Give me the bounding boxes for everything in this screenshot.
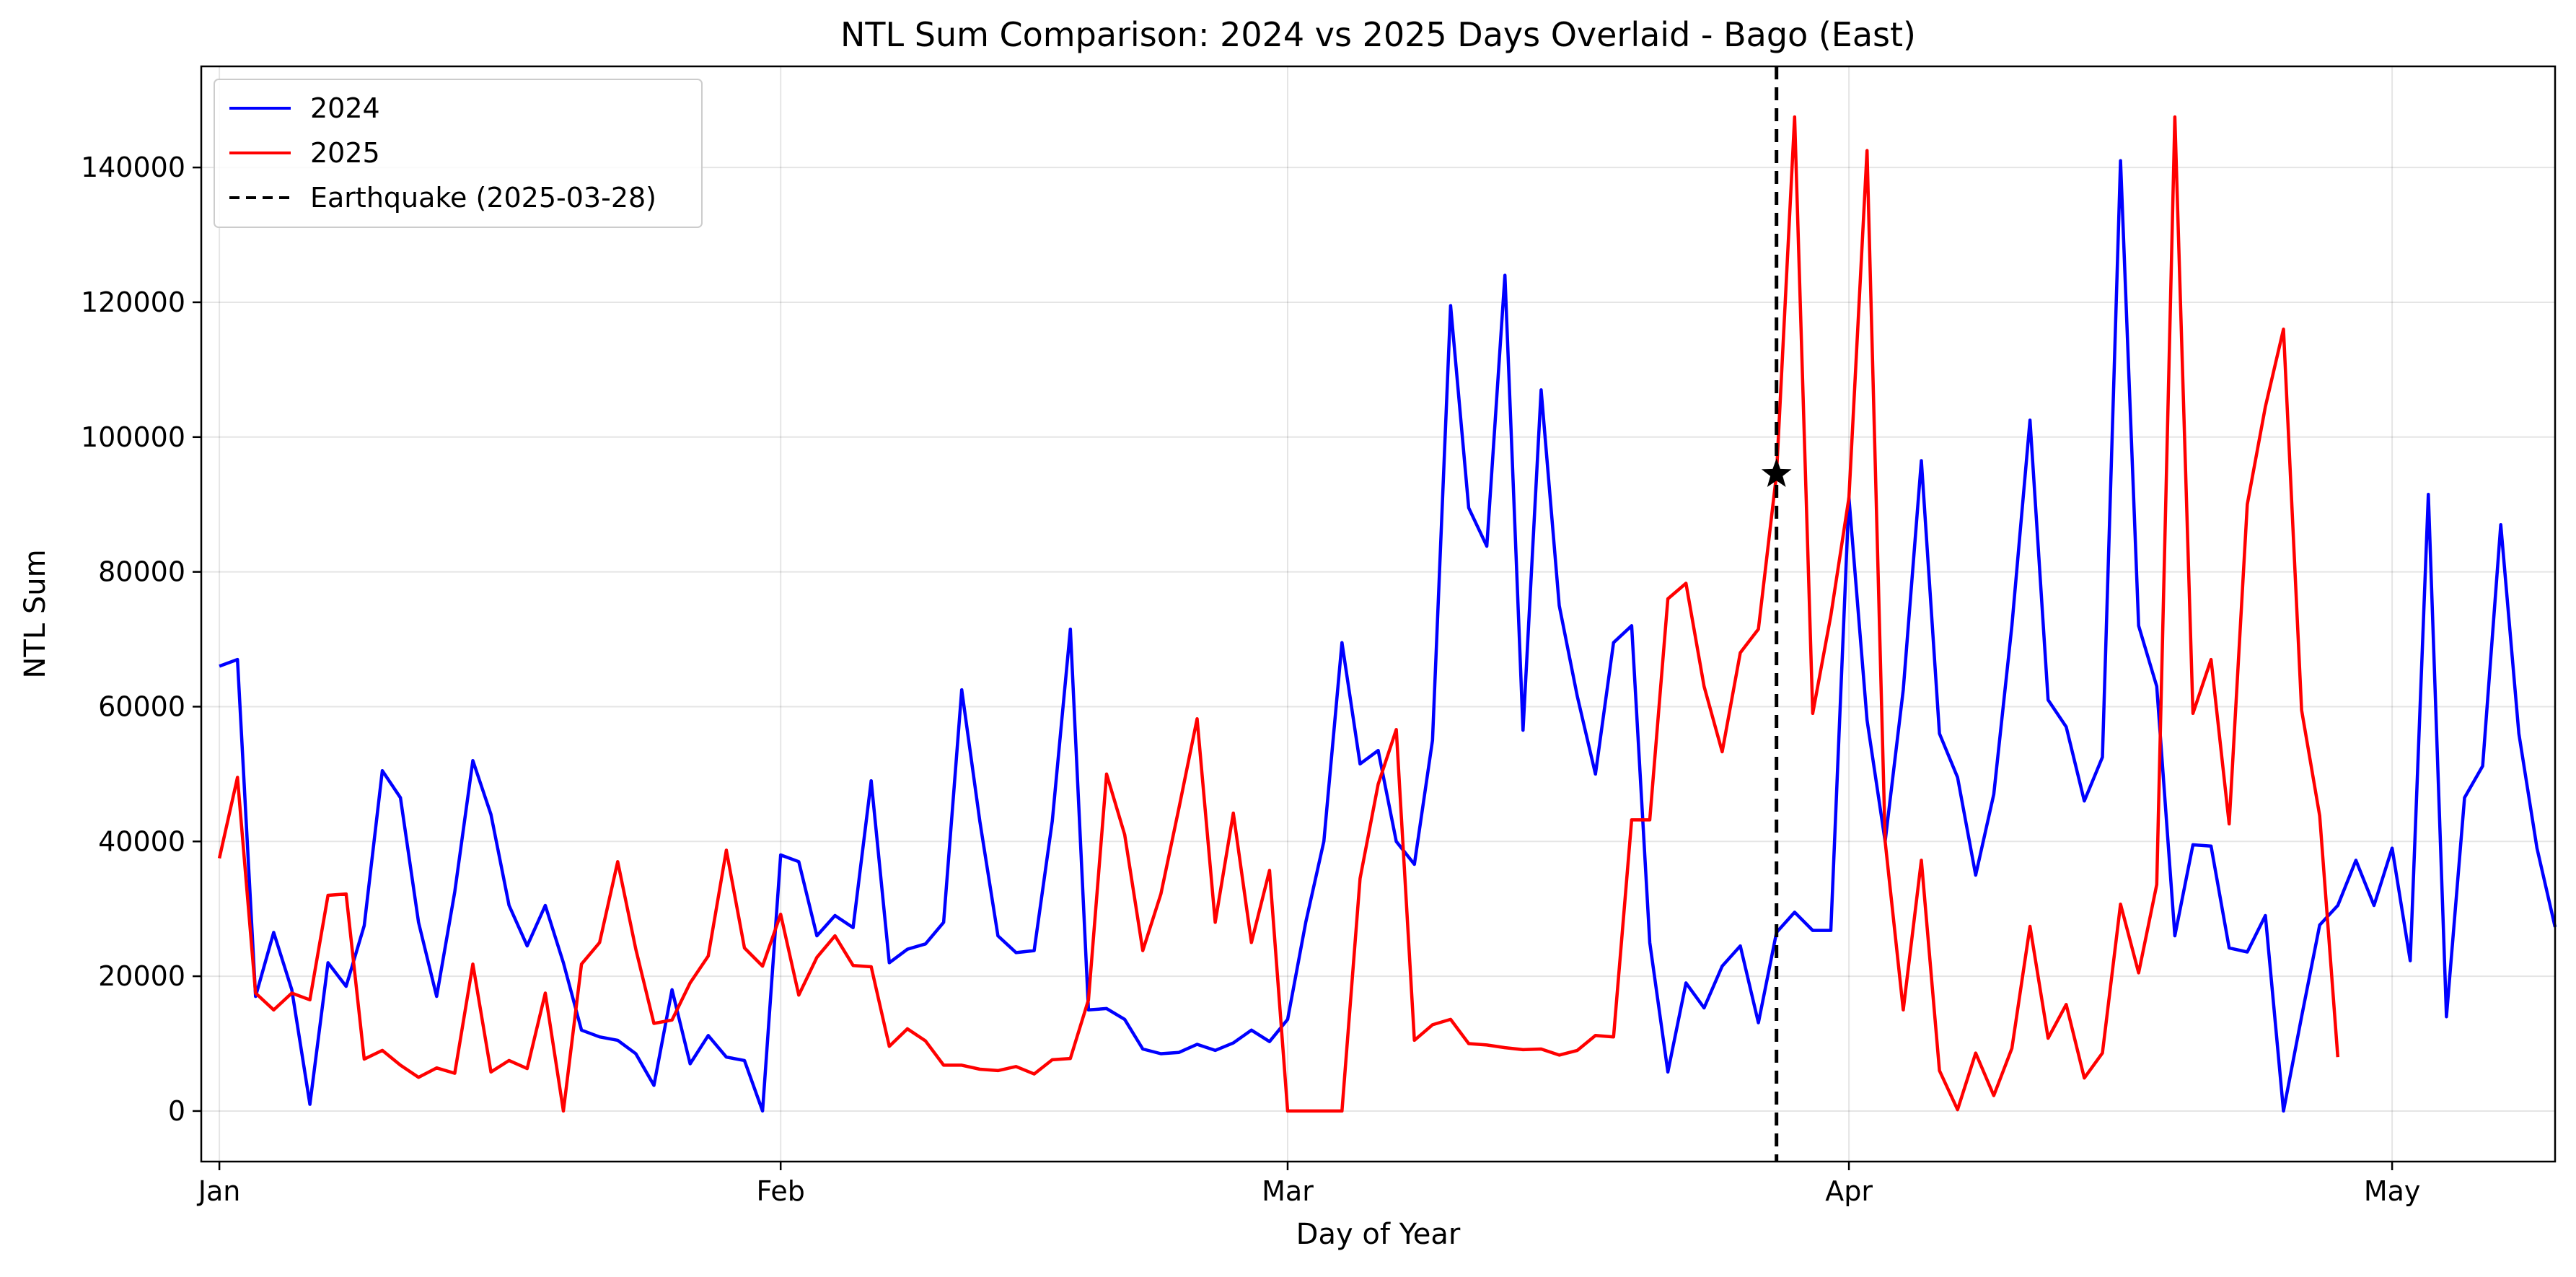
legend-label-earthquake: Earthquake (2025-03-28) [310, 182, 656, 214]
x-tick-label: Jan [197, 1175, 241, 1207]
y-tick-label: 80000 [98, 556, 185, 588]
legend-box [214, 79, 703, 228]
legend: 2024 2025 Earthquake (2025-03-28) [214, 79, 703, 228]
legend-label-2025: 2025 [310, 137, 380, 169]
x-axis-label: Day of Year [1296, 1218, 1461, 1251]
axis-ticks: Jan Feb Mar Apr May 0 20000 40000 60000 80000 1000… [81, 152, 2420, 1207]
legend-label-2024: 2024 [310, 92, 380, 124]
y-tick-label: 40000 [98, 825, 185, 857]
series-lines [217, 115, 2557, 1113]
y-tick-label: 140000 [81, 152, 185, 183]
y-tick-label: 120000 [81, 286, 185, 318]
x-tick-label: Mar [1262, 1175, 1314, 1207]
y-axis-label: NTL Sum [19, 549, 52, 678]
series-line-2025 [217, 115, 2340, 1113]
y-tick-label: 100000 [81, 421, 185, 453]
annotations [1761, 66, 1792, 1162]
y-tick-label: 0 [168, 1095, 185, 1127]
y-tick-label: 20000 [98, 960, 185, 992]
y-tick-label: 60000 [98, 690, 185, 722]
series-line-2024 [219, 159, 2557, 1113]
chart-title: NTL Sum Comparison: 2024 vs 2025 Days Ov… [840, 15, 1916, 54]
plot-area-frame [200, 65, 2557, 1163]
x-tick-label: May [2364, 1175, 2421, 1207]
x-tick-label: Apr [1825, 1175, 1873, 1207]
x-tick-label: Feb [757, 1175, 805, 1207]
earthquake-star-marker [1761, 458, 1792, 487]
